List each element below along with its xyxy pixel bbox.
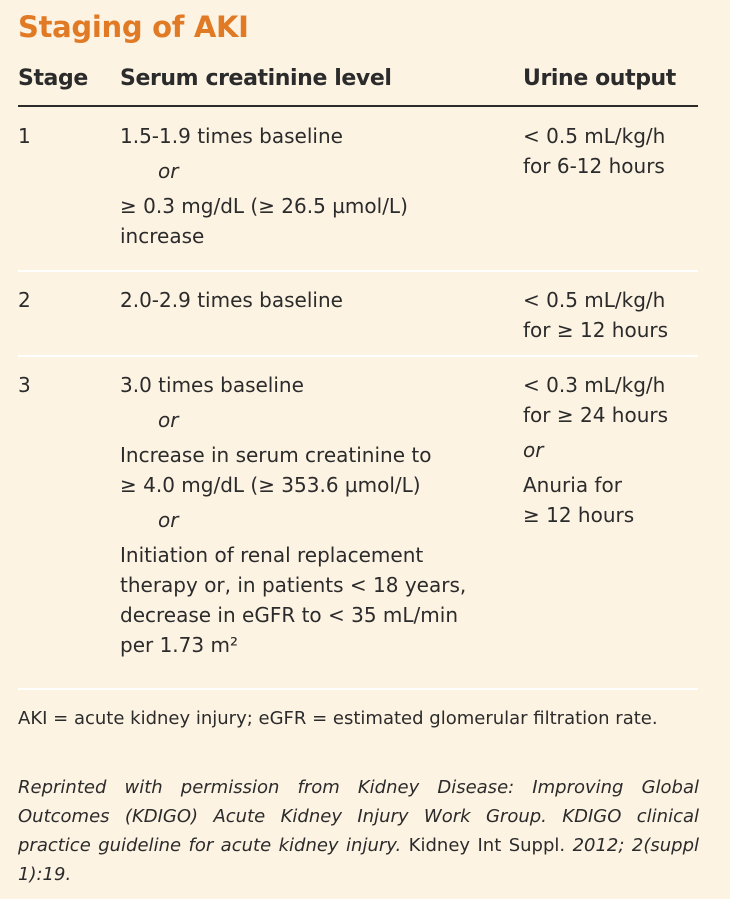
or-text: or bbox=[158, 408, 179, 432]
header-urine-output: Urine output bbox=[523, 66, 676, 91]
serum-cell: 2.0-2.9 times baseline bbox=[120, 285, 460, 315]
urine-text: ≥ 12 hours bbox=[523, 503, 635, 527]
urine-cell: < 0.3 mL/kg/h for ≥ 24 hours or Anuria f… bbox=[523, 370, 698, 530]
serum-text: 2.0-2.9 times baseline bbox=[120, 288, 343, 312]
urine-text: < 0.5 mL/kg/h bbox=[523, 124, 666, 148]
serum-text: ≥ 4.0 mg/dL (≥ 353.6 µmol/L) bbox=[120, 473, 421, 497]
or-text: or bbox=[523, 438, 544, 462]
abbreviation-footnote: AKI = acute kidney injury; eGFR = estima… bbox=[18, 708, 658, 729]
stage-cell: 3 bbox=[18, 373, 31, 397]
serum-text: ≥ 0.3 mg/dL (≥ 26.5 µmol/L) bbox=[120, 194, 408, 218]
serum-text: increase bbox=[120, 224, 205, 248]
header-stage: Stage bbox=[18, 66, 88, 91]
page-title: Staging of AKI bbox=[18, 10, 249, 44]
serum-cell: 1.5-1.9 times baseline or ≥ 0.3 mg/dL (≥… bbox=[120, 121, 460, 251]
serum-text: decrease in eGFR to < 35 mL/min bbox=[120, 603, 459, 627]
urine-text: for 6-12 hours bbox=[523, 154, 665, 178]
or-text: or bbox=[158, 159, 179, 183]
serum-text: 3.0 times baseline bbox=[120, 373, 304, 397]
urine-text: < 0.5 mL/kg/h bbox=[523, 288, 666, 312]
urine-text: for ≥ 12 hours bbox=[523, 318, 669, 342]
citation-italic-text: Reprinted with permission from Kidney Di… bbox=[18, 777, 699, 856]
urine-text: Anuria for bbox=[523, 473, 622, 497]
serum-text: per 1.73 m² bbox=[120, 633, 238, 657]
serum-cell: 3.0 times baseline or Increase in serum … bbox=[120, 370, 467, 660]
serum-text: therapy or, in patients < 18 years, bbox=[120, 573, 467, 597]
or-text: or bbox=[158, 508, 179, 532]
citation-journal: Kidney Int Suppl. bbox=[401, 835, 573, 856]
row-divider bbox=[18, 355, 698, 357]
header-divider bbox=[18, 105, 698, 107]
serum-text: Increase in serum creatinine to bbox=[120, 443, 432, 467]
serum-text: Initiation of renal replacement bbox=[120, 543, 424, 567]
urine-text: < 0.3 mL/kg/h bbox=[523, 373, 666, 397]
urine-cell: < 0.5 mL/kg/h for 6-12 hours bbox=[523, 121, 698, 181]
urine-cell: < 0.5 mL/kg/h for ≥ 12 hours bbox=[523, 285, 698, 345]
row-divider bbox=[18, 270, 698, 272]
urine-text: for ≥ 24 hours bbox=[523, 403, 669, 427]
serum-text: 1.5-1.9 times baseline bbox=[120, 124, 343, 148]
citation-year: 2012; 2(suppl 1):19. bbox=[18, 835, 700, 885]
header-serum-creatinine: Serum creatinine level bbox=[120, 66, 392, 91]
stage-cell: 1 bbox=[18, 124, 31, 148]
source-citation: Reprinted with permission from Kidney Di… bbox=[18, 773, 699, 889]
stage-cell: 2 bbox=[18, 288, 31, 312]
table-bottom-divider bbox=[18, 688, 698, 690]
